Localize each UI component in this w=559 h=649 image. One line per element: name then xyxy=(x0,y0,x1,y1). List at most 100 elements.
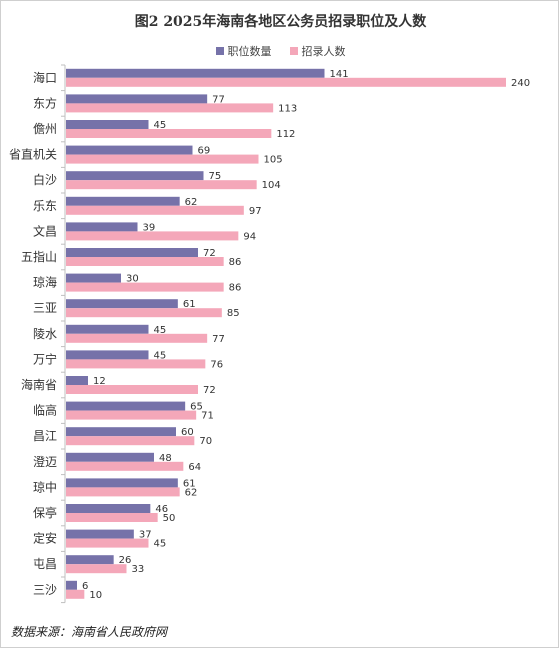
data-label-hires: 70 xyxy=(199,436,212,447)
data-label-hires: 72 xyxy=(203,385,216,396)
data-label-hires: 85 xyxy=(227,308,240,319)
data-label-positions: 65 xyxy=(190,402,203,413)
data-label-positions: 45 xyxy=(154,325,167,336)
data-label-hires: 77 xyxy=(212,334,225,345)
category-label: 澄迈 xyxy=(33,454,57,469)
data-label-positions: 45 xyxy=(154,350,167,361)
legend-label-positions: 职位数量 xyxy=(227,45,272,58)
bar-positions xyxy=(66,94,208,104)
bar-positions xyxy=(66,222,138,232)
data-label-hires: 105 xyxy=(264,155,283,166)
legend-swatch-hires xyxy=(289,47,298,55)
bar-positions xyxy=(66,299,178,309)
data-label-hires: 112 xyxy=(276,129,295,140)
category-label: 五指山 xyxy=(21,249,57,264)
bar-hires xyxy=(66,231,239,241)
data-label-hires: 76 xyxy=(210,359,223,370)
data-label-positions: 26 xyxy=(119,555,132,566)
data-label-hires: 94 xyxy=(243,231,256,242)
bar-positions xyxy=(66,196,180,206)
category-label: 文昌 xyxy=(33,223,57,238)
data-label-hires: 86 xyxy=(229,283,242,294)
category-label: 屯昌 xyxy=(33,557,57,571)
bar-hires xyxy=(66,436,195,446)
category-label: 海口 xyxy=(33,70,57,85)
category-label: 琼海 xyxy=(33,275,57,290)
data-label-hires: 62 xyxy=(185,487,198,498)
bar-hires xyxy=(66,461,184,471)
bar-positions xyxy=(66,145,193,155)
bar-positions xyxy=(66,452,154,462)
chart-title: 图2 2025年海南各地区公务员招录职位及人数 xyxy=(134,14,427,30)
category-label: 三沙 xyxy=(33,583,57,597)
category-label: 海南省 xyxy=(21,377,57,392)
legend-label-hires: 招录人数 xyxy=(301,45,346,58)
category-label: 三亚 xyxy=(33,301,57,315)
category-label: 琼中 xyxy=(33,479,57,494)
data-label-hires: 50 xyxy=(163,513,176,524)
category-label: 万宁 xyxy=(33,351,57,366)
data-label-positions: 45 xyxy=(154,120,167,131)
data-label-hires: 33 xyxy=(132,564,145,575)
data-label-positions: 61 xyxy=(183,478,196,489)
category-label: 临高 xyxy=(33,403,57,418)
data-label-hires: 10 xyxy=(89,590,102,601)
bar-positions xyxy=(66,324,149,334)
bar-hires xyxy=(66,205,244,215)
data-label-positions: 6 xyxy=(82,581,88,592)
bar-positions xyxy=(66,555,114,565)
data-label-hires: 71 xyxy=(201,411,214,422)
bar-positions xyxy=(66,120,149,129)
bar-hires xyxy=(66,180,257,190)
bar-positions xyxy=(66,171,204,181)
category-label: 定安 xyxy=(33,531,57,546)
bar-positions xyxy=(66,504,151,513)
bar-hires xyxy=(66,103,274,113)
bar-hires xyxy=(66,77,506,87)
data-label-positions: 72 xyxy=(203,248,216,259)
data-label-hires: 86 xyxy=(229,257,242,268)
bar-positions xyxy=(66,350,149,360)
data-label-hires: 240 xyxy=(511,78,530,89)
data-label-positions: 60 xyxy=(181,427,194,438)
data-label-positions: 61 xyxy=(183,299,196,310)
data-label-positions: 69 xyxy=(198,146,211,157)
chart-legend: 职位数量 招录人数 xyxy=(1,43,559,59)
bar-positions xyxy=(66,376,88,385)
bar-positions xyxy=(66,427,176,437)
category-label: 乐东 xyxy=(33,199,57,213)
bar-hires xyxy=(66,385,198,394)
data-label-positions: 37 xyxy=(139,530,152,541)
bar-hires xyxy=(66,257,224,266)
data-label-positions: 39 xyxy=(143,222,156,233)
data-label-positions: 141 xyxy=(330,69,349,80)
bar-positions xyxy=(66,401,186,411)
bar-positions xyxy=(66,248,198,257)
bar-hires xyxy=(66,513,158,522)
source-note: 数据来源：海南省人民政府网 xyxy=(11,625,168,639)
bar-hires xyxy=(66,589,85,599)
category-label: 省直机关 xyxy=(9,148,57,162)
bar-hires xyxy=(66,282,224,292)
bar-hires xyxy=(66,333,208,343)
data-label-positions: 62 xyxy=(185,197,198,208)
legend-item-hires: 招录人数 xyxy=(289,43,346,59)
bar-hires xyxy=(66,308,222,318)
data-label-hires: 113 xyxy=(278,103,297,114)
bar-hires xyxy=(66,564,127,574)
category-label: 陵水 xyxy=(33,327,57,341)
bar-positions xyxy=(66,529,134,539)
category-label: 东方 xyxy=(33,95,57,110)
data-label-positions: 30 xyxy=(126,274,139,285)
bar-positions xyxy=(66,478,178,488)
data-label-positions: 75 xyxy=(209,171,222,182)
data-label-hires: 45 xyxy=(154,539,167,550)
bar-hires xyxy=(66,410,197,420)
bar-positions xyxy=(66,273,121,283)
category-label: 保亭 xyxy=(33,505,57,520)
category-label: 儋州 xyxy=(33,122,57,136)
category-label: 白沙 xyxy=(33,172,57,187)
data-label-positions: 77 xyxy=(212,94,225,105)
legend-swatch-positions xyxy=(215,47,224,55)
